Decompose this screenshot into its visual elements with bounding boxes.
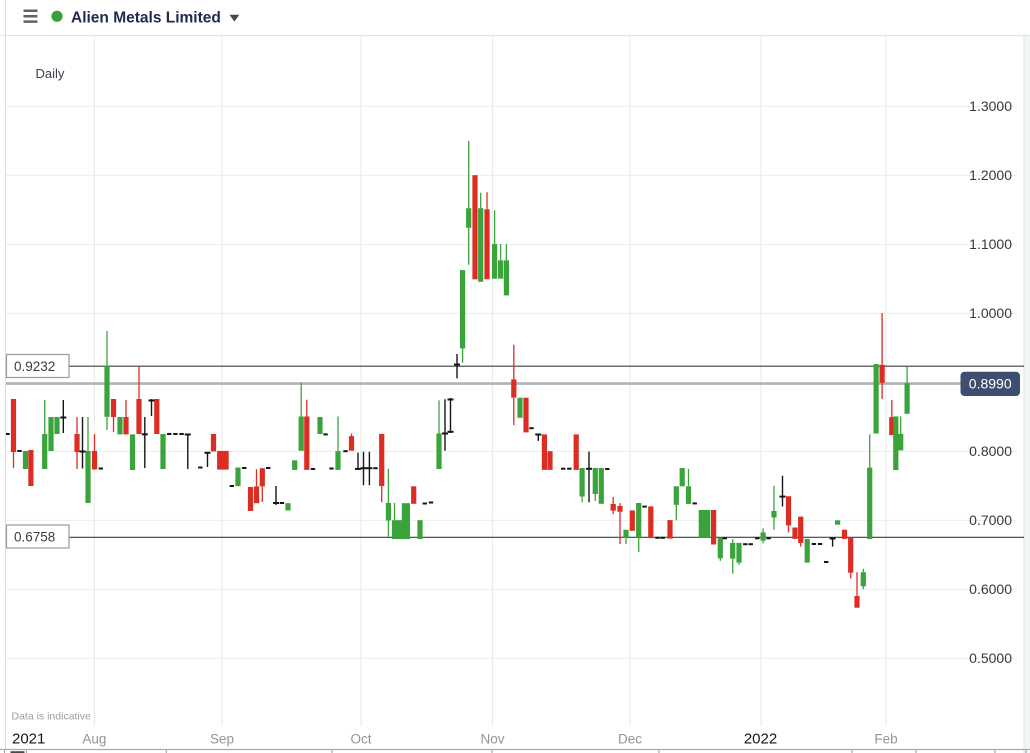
svg-text:2021: 2021 (12, 731, 45, 748)
svg-text:1.0000: 1.0000 (969, 305, 1012, 321)
svg-text:Dec: Dec (618, 732, 642, 747)
svg-text:Sep: Sep (210, 732, 234, 747)
svg-text:Feb: Feb (874, 732, 897, 747)
svg-text:Nov: Nov (480, 732, 504, 747)
svg-text:0.7000: 0.7000 (969, 512, 1012, 528)
svg-text:Alien Metals Limited: Alien Metals Limited (71, 10, 221, 27)
svg-text:2022: 2022 (744, 731, 777, 748)
svg-text:0.6758: 0.6758 (14, 529, 55, 544)
svg-text:0.8990: 0.8990 (969, 376, 1012, 392)
svg-text:0.5000: 0.5000 (969, 650, 1012, 666)
svg-text:0.8000: 0.8000 (969, 443, 1012, 459)
svg-text:0.9232: 0.9232 (14, 359, 55, 374)
svg-text:1.3000: 1.3000 (969, 98, 1012, 114)
svg-text:1.2000: 1.2000 (969, 167, 1012, 183)
svg-text:1.1000: 1.1000 (969, 236, 1012, 252)
svg-text:Oct: Oct (350, 732, 371, 747)
svg-text:Aug: Aug (82, 732, 106, 747)
svg-text:Daily: Daily (36, 66, 65, 81)
svg-text:Data is indicative: Data is indicative (12, 711, 92, 723)
svg-text:0.6000: 0.6000 (969, 581, 1012, 597)
